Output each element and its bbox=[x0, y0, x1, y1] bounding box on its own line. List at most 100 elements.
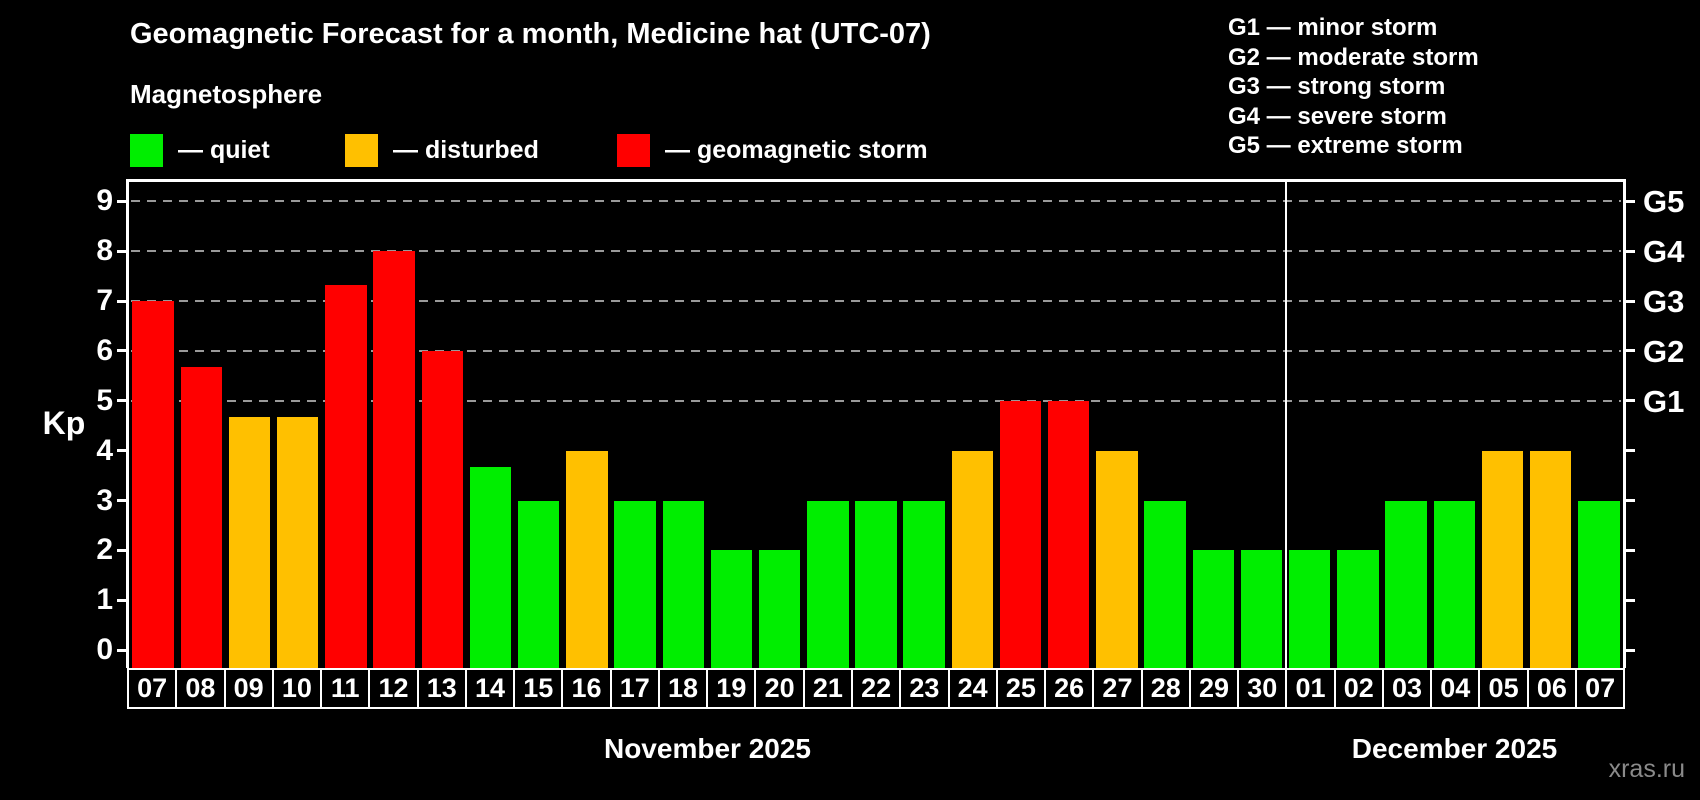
right-axis-tick-6 bbox=[1623, 349, 1635, 353]
day-label-nov-29: 29 bbox=[1188, 668, 1240, 709]
day-label-dec-02: 02 bbox=[1333, 668, 1384, 709]
day-label-nov-18: 18 bbox=[657, 668, 709, 709]
right-axis-label-g3: G3 bbox=[1643, 284, 1685, 320]
right-axis-tick-4 bbox=[1623, 449, 1635, 453]
y-axis-tick-9 bbox=[117, 199, 129, 203]
chart-subtitle: Magnetosphere bbox=[130, 79, 323, 109]
g-legend-line-g5: G5 — extreme storm bbox=[1228, 132, 1463, 159]
y-axis-tick-2 bbox=[117, 548, 129, 552]
g-legend-line-g1: G1 — minor storm bbox=[1228, 14, 1438, 41]
month-label-december: December 2025 bbox=[1351, 733, 1558, 764]
right-axis-label-g4: G4 bbox=[1643, 234, 1685, 270]
gridline-kp8 bbox=[131, 250, 1621, 253]
bar-dec-04 bbox=[1433, 500, 1476, 668]
day-label-nov-30: 30 bbox=[1237, 668, 1288, 709]
x-axis-day-labels: 07 08 09 10 11 12 13 14 15 16 17 18 19 20 21 22 23 24 25 26… bbox=[127, 668, 1626, 709]
bar-nov-09 bbox=[228, 417, 271, 668]
bar-nov-16 bbox=[566, 450, 608, 668]
bar-dec-03 bbox=[1385, 500, 1427, 668]
day-label-nov-28: 28 bbox=[1140, 668, 1191, 709]
day-label-nov-13: 13 bbox=[416, 668, 467, 709]
right-axis-tick-0 bbox=[1623, 648, 1635, 652]
bar-nov-28 bbox=[1144, 500, 1186, 668]
bar-dec-07 bbox=[1578, 500, 1620, 668]
day-label-nov-12: 12 bbox=[368, 668, 419, 709]
day-label-nov-07: 07 bbox=[127, 668, 178, 709]
y-axis-title: Kp bbox=[42, 405, 86, 441]
y-axis-label-7: 7 bbox=[96, 284, 113, 318]
bar-nov-23 bbox=[903, 500, 945, 668]
bar-nov-27 bbox=[1096, 450, 1138, 668]
g-legend-line-g4: G4 — severe storm bbox=[1228, 102, 1447, 130]
day-label-nov-14: 14 bbox=[464, 668, 516, 709]
bar-nov-18 bbox=[662, 500, 704, 668]
legend-label-quiet: — quiet bbox=[178, 136, 270, 164]
day-label-nov-20: 20 bbox=[754, 668, 805, 709]
day-label-dec-01: 01 bbox=[1285, 668, 1336, 709]
legend-item-storm: — geomagnetic storm bbox=[617, 134, 928, 167]
quiet-color-swatch bbox=[130, 134, 163, 167]
bar-nov-15 bbox=[517, 500, 560, 668]
day-label-nov-09: 09 bbox=[223, 668, 274, 709]
legend-item-quiet: — quiet bbox=[130, 134, 270, 167]
day-label-nov-25: 25 bbox=[995, 668, 1047, 709]
day-label-dec-06: 06 bbox=[1526, 668, 1577, 709]
day-label-nov-17: 17 bbox=[609, 668, 660, 709]
month-separator-line bbox=[1284, 182, 1287, 668]
y-axis-label-1: 1 bbox=[96, 583, 113, 617]
bar-nov-13 bbox=[421, 350, 463, 668]
right-axis-tick-3 bbox=[1623, 499, 1635, 503]
day-label-nov-11: 11 bbox=[320, 668, 371, 709]
y-axis-label-8: 8 bbox=[96, 234, 113, 268]
g-legend-line-g3: G3 — strong storm bbox=[1228, 73, 1446, 100]
bar-nov-10 bbox=[276, 417, 319, 668]
day-label-nov-21: 21 bbox=[802, 668, 853, 709]
legend-label-storm: — geomagnetic storm bbox=[665, 136, 928, 164]
day-label-nov-23: 23 bbox=[899, 668, 950, 709]
bar-dec-05 bbox=[1481, 450, 1524, 668]
bar-dec-06 bbox=[1529, 450, 1572, 668]
day-label-nov-26: 26 bbox=[1044, 668, 1095, 709]
gridline-kp7 bbox=[131, 300, 1621, 303]
right-axis-tick-7 bbox=[1623, 299, 1635, 303]
right-axis-tick-1 bbox=[1623, 598, 1635, 602]
y-axis-tick-8 bbox=[117, 249, 129, 253]
bar-nov-14 bbox=[469, 467, 512, 668]
y-axis-label-3: 3 bbox=[96, 483, 113, 517]
bar-nov-30 bbox=[1240, 550, 1283, 668]
bar-nov-11 bbox=[325, 284, 367, 668]
chart-title: Geomagnetic Forecast for a month, Medici… bbox=[130, 18, 931, 50]
watermark: xras.ru bbox=[1608, 755, 1685, 783]
bar-nov-08 bbox=[180, 367, 222, 668]
bar-dec-02 bbox=[1337, 550, 1379, 668]
bar-dec-01 bbox=[1289, 550, 1331, 668]
y-axis-label-6: 6 bbox=[96, 333, 113, 367]
gridline-kp5 bbox=[131, 399, 1621, 402]
bar-nov-22 bbox=[855, 500, 897, 668]
plot-frame bbox=[126, 179, 1626, 668]
y-axis-tick-6 bbox=[117, 349, 129, 353]
bar-nov-21 bbox=[807, 500, 849, 668]
bar-nov-24 bbox=[951, 450, 994, 668]
right-axis-label-g1: G1 bbox=[1643, 383, 1685, 419]
day-label-nov-16: 16 bbox=[561, 668, 612, 709]
y-axis-tick-1 bbox=[117, 598, 129, 602]
bar-nov-25 bbox=[999, 400, 1042, 668]
bar-nov-07 bbox=[132, 301, 174, 668]
legend-item-disturbed: — disturbed bbox=[345, 134, 539, 167]
g-scale-legend: G1 — minor storm G2 — moderate storm G3 … bbox=[1228, 13, 1479, 161]
month-label-november: November 2025 bbox=[603, 733, 811, 764]
right-axis-tick-9 bbox=[1623, 199, 1635, 203]
y-axis-label-2: 2 bbox=[96, 533, 113, 567]
day-label-nov-08: 08 bbox=[175, 668, 226, 709]
bar-nov-26 bbox=[1048, 400, 1090, 668]
right-axis-label-g2: G2 bbox=[1643, 333, 1685, 369]
day-label-nov-10: 10 bbox=[271, 668, 323, 709]
day-label-nov-15: 15 bbox=[513, 668, 564, 709]
day-label-dec-07: 07 bbox=[1574, 668, 1626, 709]
y-axis-tick-7 bbox=[117, 299, 129, 303]
day-label-nov-27: 27 bbox=[1092, 668, 1143, 709]
bar-nov-29 bbox=[1192, 550, 1235, 668]
day-label-dec-03: 03 bbox=[1381, 668, 1433, 709]
